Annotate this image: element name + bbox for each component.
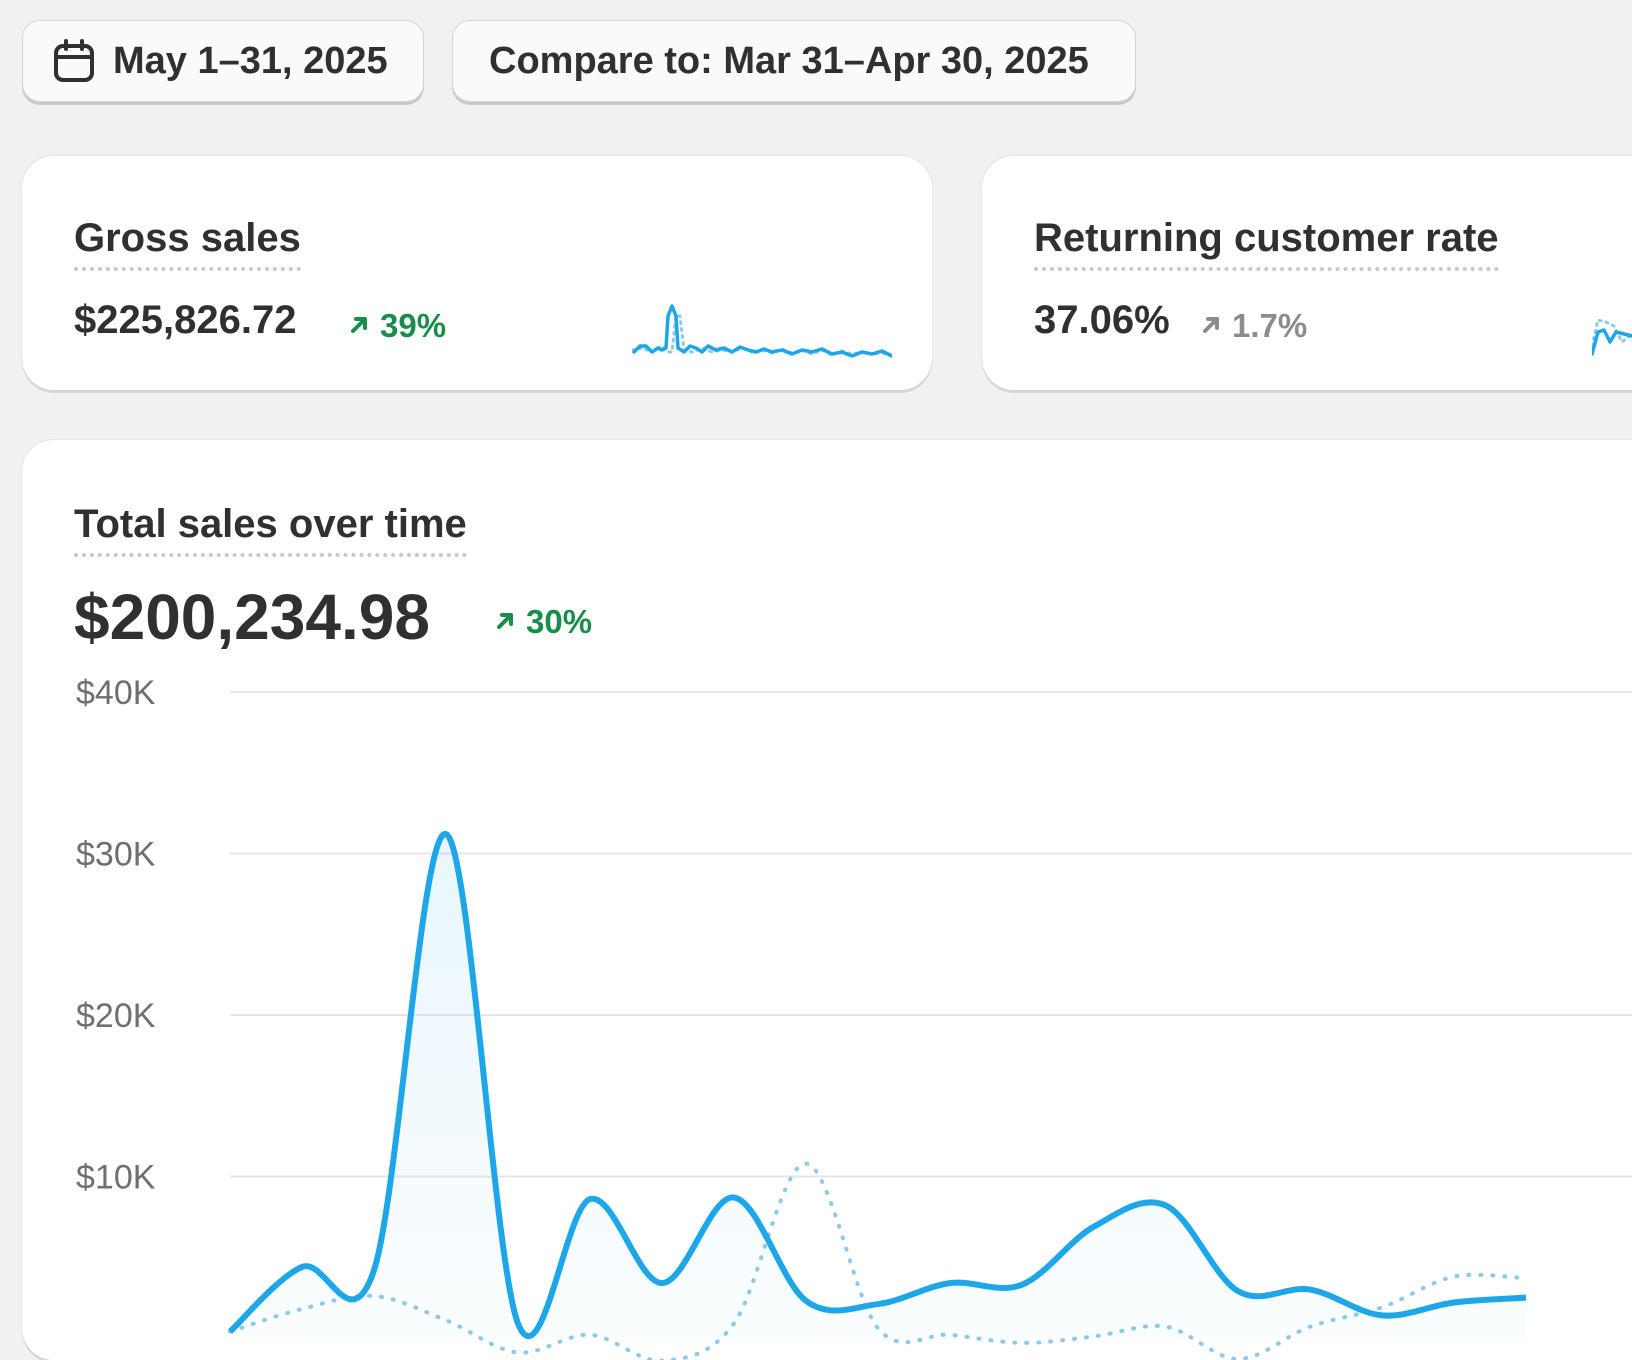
change-indicator: 30% (494, 602, 592, 641)
y-axis-tick-label: $30K (76, 836, 156, 874)
date-range-label: May 1–31, 2025 (113, 39, 388, 82)
sparkline (632, 304, 892, 358)
chart-title[interactable]: Total sales over time (74, 502, 467, 557)
metric-value: $225,826.72 (74, 298, 297, 342)
change-value: 1.7% (1232, 307, 1308, 344)
metric-value: 37.06% (1034, 298, 1170, 342)
change-indicator: 39% (348, 306, 446, 345)
compare-label: Compare to: Mar 31–Apr 30, 2025 (489, 39, 1089, 82)
compare-period-picker[interactable]: Compare to: Mar 31–Apr 30, 2025 (452, 20, 1136, 102)
gross-sales-card[interactable]: Gross sales $225,826.72 39% (22, 156, 932, 390)
arrow-up-right-icon (1200, 306, 1222, 333)
sales-line-chart: $40K $30K $20K $10K (76, 674, 1632, 1360)
metric-title[interactable]: Gross sales (74, 216, 301, 271)
change-value: 39% (380, 307, 447, 344)
current-series-line (227, 831, 1527, 1339)
arrow-up-right-icon (348, 306, 370, 333)
calendar-icon (53, 39, 95, 83)
returning-customer-rate-card[interactable]: Returning customer rate 37.06% 1.7% (982, 156, 1632, 390)
metric-title[interactable]: Returning customer rate (1034, 216, 1499, 271)
y-axis-tick-label: $10K (76, 1159, 156, 1197)
date-range-picker[interactable]: May 1–31, 2025 (22, 20, 424, 102)
change-indicator: 1.7% (1200, 306, 1307, 345)
sparkline (1592, 318, 1632, 356)
total-sales-value: $200,234.98 (74, 581, 430, 653)
total-sales-over-time-card: Total sales over time $200,234.98 30% $4… (22, 440, 1632, 1360)
change-value: 30% (526, 603, 593, 640)
y-axis-tick-label: $20K (76, 997, 156, 1035)
y-axis-tick-label: $40K (76, 674, 156, 712)
arrow-up-right-icon (494, 602, 516, 629)
